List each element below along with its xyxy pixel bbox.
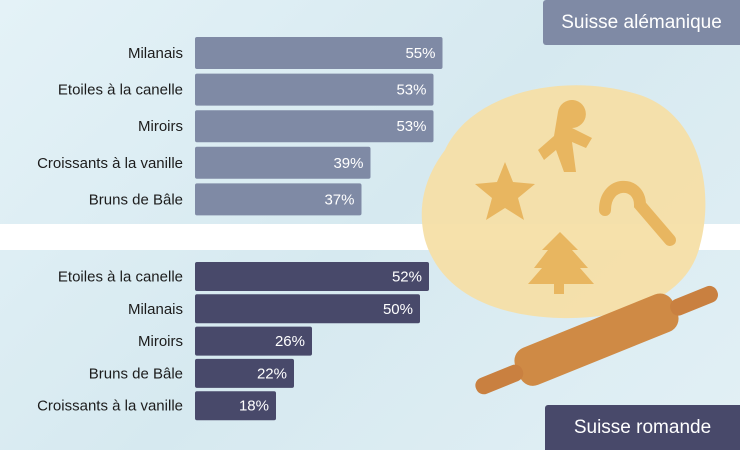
bar <box>195 294 420 324</box>
value-label: 22% <box>257 365 287 382</box>
category-label: Bruns de Bâle <box>89 365 183 382</box>
value-label: 26% <box>275 333 305 350</box>
bar <box>195 73 434 106</box>
gingerbread-cookie <box>538 100 592 172</box>
category-label: Bruns de Bâle <box>89 191 183 208</box>
category-label: Etoiles à la canelle <box>58 269 183 286</box>
title-suisse-romande: Suisse romande <box>545 405 740 450</box>
category-label: Milanais <box>128 301 183 318</box>
value-label: 52% <box>392 269 422 286</box>
category-label: Croissants à la vanille <box>37 398 183 415</box>
bar <box>195 37 443 69</box>
category-label: Etoiles à la canelle <box>58 82 183 99</box>
category-label: Miroirs <box>138 118 183 135</box>
value-label: 53% <box>396 82 426 99</box>
value-label: 50% <box>383 301 413 318</box>
bar <box>195 110 434 143</box>
title-suisse-alemanique: Suisse alémanique <box>543 0 740 45</box>
category-label: Miroirs <box>138 333 183 350</box>
value-label: 53% <box>396 118 426 135</box>
category-label: Milanais <box>128 45 183 62</box>
dough <box>421 85 706 319</box>
bar <box>195 146 371 179</box>
value-label: 55% <box>405 45 435 62</box>
bar <box>195 326 312 356</box>
bar <box>195 183 362 216</box>
star-cookie <box>475 162 535 220</box>
value-label: 18% <box>239 398 269 415</box>
bar <box>195 262 429 291</box>
rolling-pin <box>475 285 718 395</box>
value-label: 39% <box>333 155 363 172</box>
bar <box>195 358 294 388</box>
tree-cookie <box>528 232 594 294</box>
value-label: 37% <box>324 191 354 208</box>
bar <box>195 391 276 421</box>
candy-cane-cookie <box>599 180 676 246</box>
category-label: Croissants à la vanille <box>37 155 183 172</box>
